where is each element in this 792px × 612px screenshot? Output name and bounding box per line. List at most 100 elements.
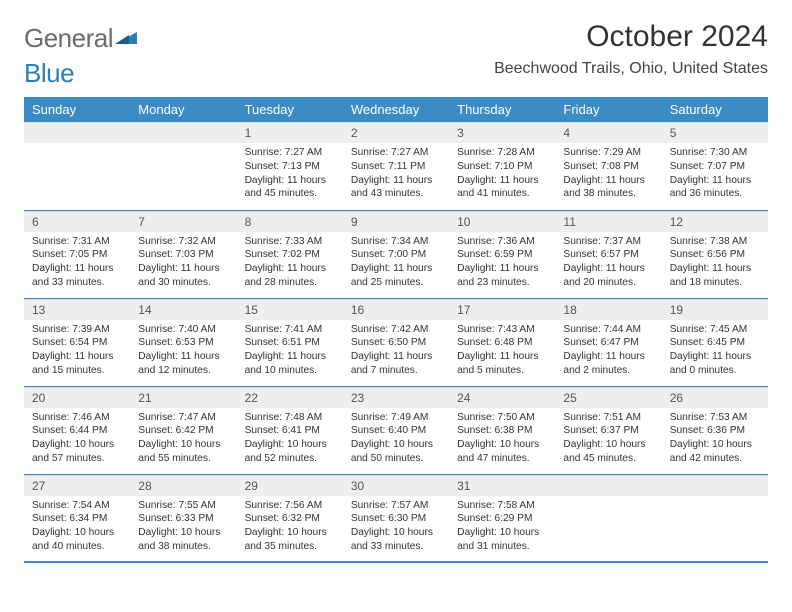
- day-number: 27: [24, 475, 130, 496]
- calendar-cell: [555, 474, 661, 562]
- day-details: Sunrise: 7:49 AMSunset: 6:40 PMDaylight:…: [343, 408, 449, 472]
- daylight-text: Daylight: 10 hours and 57 minutes.: [32, 438, 122, 466]
- day-number-empty: [24, 122, 130, 143]
- sunrise-text: Sunrise: 7:42 AM: [351, 323, 441, 337]
- sunrise-text: Sunrise: 7:32 AM: [138, 235, 228, 249]
- sunrise-text: Sunrise: 7:38 AM: [670, 235, 760, 249]
- daylight-text: Daylight: 11 hours and 33 minutes.: [32, 262, 122, 290]
- day-number: 7: [130, 211, 236, 232]
- sunset-text: Sunset: 6:54 PM: [32, 336, 122, 350]
- sunrise-text: Sunrise: 7:29 AM: [563, 146, 653, 160]
- calendar-cell: 30Sunrise: 7:57 AMSunset: 6:30 PMDayligh…: [343, 474, 449, 562]
- day-details: Sunrise: 7:48 AMSunset: 6:41 PMDaylight:…: [237, 408, 343, 472]
- day-number: 18: [555, 299, 661, 320]
- sunset-text: Sunset: 6:37 PM: [563, 424, 653, 438]
- sunrise-text: Sunrise: 7:43 AM: [457, 323, 547, 337]
- day-details: Sunrise: 7:28 AMSunset: 7:10 PMDaylight:…: [449, 143, 555, 207]
- logo-text-blue: Blue: [24, 58, 74, 89]
- sunrise-text: Sunrise: 7:41 AM: [245, 323, 335, 337]
- day-details: Sunrise: 7:37 AMSunset: 6:57 PMDaylight:…: [555, 232, 661, 296]
- day-details: Sunrise: 7:38 AMSunset: 6:56 PMDaylight:…: [662, 232, 768, 296]
- sunset-text: Sunset: 7:10 PM: [457, 160, 547, 174]
- day-details: Sunrise: 7:46 AMSunset: 6:44 PMDaylight:…: [24, 408, 130, 472]
- day-number: 3: [449, 122, 555, 143]
- sunrise-text: Sunrise: 7:28 AM: [457, 146, 547, 160]
- day-number: 29: [237, 475, 343, 496]
- calendar-cell: 1Sunrise: 7:27 AMSunset: 7:13 PMDaylight…: [237, 122, 343, 210]
- calendar-cell: 18Sunrise: 7:44 AMSunset: 6:47 PMDayligh…: [555, 298, 661, 386]
- calendar-cell: 27Sunrise: 7:54 AMSunset: 6:34 PMDayligh…: [24, 474, 130, 562]
- sunrise-text: Sunrise: 7:53 AM: [670, 411, 760, 425]
- sunset-text: Sunset: 7:11 PM: [351, 160, 441, 174]
- sunrise-text: Sunrise: 7:58 AM: [457, 499, 547, 513]
- sunset-text: Sunset: 6:47 PM: [563, 336, 653, 350]
- calendar-cell: 3Sunrise: 7:28 AMSunset: 7:10 PMDaylight…: [449, 122, 555, 210]
- day-details: Sunrise: 7:43 AMSunset: 6:48 PMDaylight:…: [449, 320, 555, 384]
- sunrise-text: Sunrise: 7:45 AM: [670, 323, 760, 337]
- daylight-text: Daylight: 11 hours and 38 minutes.: [563, 174, 653, 202]
- daylight-text: Daylight: 10 hours and 33 minutes.: [351, 526, 441, 554]
- sunrise-text: Sunrise: 7:56 AM: [245, 499, 335, 513]
- daylight-text: Daylight: 11 hours and 18 minutes.: [670, 262, 760, 290]
- sunrise-text: Sunrise: 7:48 AM: [245, 411, 335, 425]
- logo-text-gray: General: [24, 23, 113, 54]
- daylight-text: Daylight: 11 hours and 41 minutes.: [457, 174, 547, 202]
- day-details: Sunrise: 7:27 AMSunset: 7:13 PMDaylight:…: [237, 143, 343, 207]
- day-number: 5: [662, 122, 768, 143]
- daylight-text: Daylight: 10 hours and 45 minutes.: [563, 438, 653, 466]
- calendar-cell: [662, 474, 768, 562]
- calendar-table: Sunday Monday Tuesday Wednesday Thursday…: [24, 97, 768, 563]
- sunrise-text: Sunrise: 7:39 AM: [32, 323, 122, 337]
- calendar-cell: 25 Sunrise: 7:51 AMSunset: 6:37 PMDayligh…: [555, 386, 661, 474]
- day-details: Sunrise: 7:39 AMSunset: 6:54 PMDaylight:…: [24, 320, 130, 384]
- day-number: 30: [343, 475, 449, 496]
- calendar-cell: 24Sunrise: 7:50 AMSunset: 6:38 PMDayligh…: [449, 386, 555, 474]
- sunrise-text: Sunrise: 7:50 AM: [457, 411, 547, 425]
- sunset-text: Sunset: 6:59 PM: [457, 248, 547, 262]
- calendar-cell: 31Sunrise: 7:58 AMSunset: 6:29 PMDayligh…: [449, 474, 555, 562]
- day-number: 23: [343, 387, 449, 408]
- sunset-text: Sunset: 6:51 PM: [245, 336, 335, 350]
- sunset-text: Sunset: 6:30 PM: [351, 512, 441, 526]
- sunset-text: Sunset: 7:02 PM: [245, 248, 335, 262]
- day-number: 2: [343, 122, 449, 143]
- calendar-week-row: 1Sunrise: 7:27 AMSunset: 7:13 PMDaylight…: [24, 122, 768, 210]
- calendar-cell: 22Sunrise: 7:48 AMSunset: 6:41 PMDayligh…: [237, 386, 343, 474]
- calendar-cell: 29Sunrise: 7:56 AMSunset: 6:32 PMDayligh…: [237, 474, 343, 562]
- day-details: Sunrise: 7:58 AMSunset: 6:29 PMDaylight:…: [449, 496, 555, 560]
- calendar-cell: 17Sunrise: 7:43 AMSunset: 6:48 PMDayligh…: [449, 298, 555, 386]
- sunset-text: Sunset: 6:29 PM: [457, 512, 547, 526]
- sunrise-text: Sunrise: 7:37 AM: [563, 235, 653, 249]
- daylight-text: Daylight: 10 hours and 40 minutes.: [32, 526, 122, 554]
- calendar-cell: 8Sunrise: 7:33 AMSunset: 7:02 PMDaylight…: [237, 210, 343, 298]
- day-number: 25: [555, 387, 661, 408]
- calendar-cell: 5Sunrise: 7:30 AMSunset: 7:07 PMDaylight…: [662, 122, 768, 210]
- day-number-empty: [130, 122, 236, 143]
- calendar-cell: 6Sunrise: 7:31 AMSunset: 7:05 PMDaylight…: [24, 210, 130, 298]
- daylight-text: Daylight: 10 hours and 38 minutes.: [138, 526, 228, 554]
- sunrise-text: Sunrise: 7:44 AM: [563, 323, 653, 337]
- sunrise-text: Sunrise: 7:49 AM: [351, 411, 441, 425]
- daylight-text: Daylight: 11 hours and 36 minutes.: [670, 174, 760, 202]
- weekday-header: Thursday: [449, 97, 555, 122]
- month-title: October 2024: [494, 20, 768, 54]
- day-details: Sunrise: 7:29 AMSunset: 7:08 PMDaylight:…: [555, 143, 661, 207]
- day-number: 21: [130, 387, 236, 408]
- calendar-cell: 14Sunrise: 7:40 AMSunset: 6:53 PMDayligh…: [130, 298, 236, 386]
- day-number-empty: [662, 475, 768, 496]
- sunset-text: Sunset: 7:07 PM: [670, 160, 760, 174]
- calendar-week-row: 6Sunrise: 7:31 AMSunset: 7:05 PMDaylight…: [24, 210, 768, 298]
- day-details: Sunrise: 7:50 AMSunset: 6:38 PMDaylight:…: [449, 408, 555, 472]
- day-number-empty: [555, 475, 661, 496]
- daylight-text: Daylight: 11 hours and 10 minutes.: [245, 350, 335, 378]
- day-details: Sunrise: 7:34 AMSunset: 7:00 PMDaylight:…: [343, 232, 449, 296]
- day-number: 11: [555, 211, 661, 232]
- day-number: 28: [130, 475, 236, 496]
- sunrise-text: Sunrise: 7:51 AM: [563, 411, 653, 425]
- day-details: Sunrise: 7:55 AMSunset: 6:33 PMDaylight:…: [130, 496, 236, 560]
- calendar-week-row: 20Sunrise: 7:46 AMSunset: 6:44 PMDayligh…: [24, 386, 768, 474]
- day-number: 20: [24, 387, 130, 408]
- calendar-cell: [24, 122, 130, 210]
- daylight-text: Daylight: 10 hours and 50 minutes.: [351, 438, 441, 466]
- calendar-cell: 19Sunrise: 7:45 AMSunset: 6:45 PMDayligh…: [662, 298, 768, 386]
